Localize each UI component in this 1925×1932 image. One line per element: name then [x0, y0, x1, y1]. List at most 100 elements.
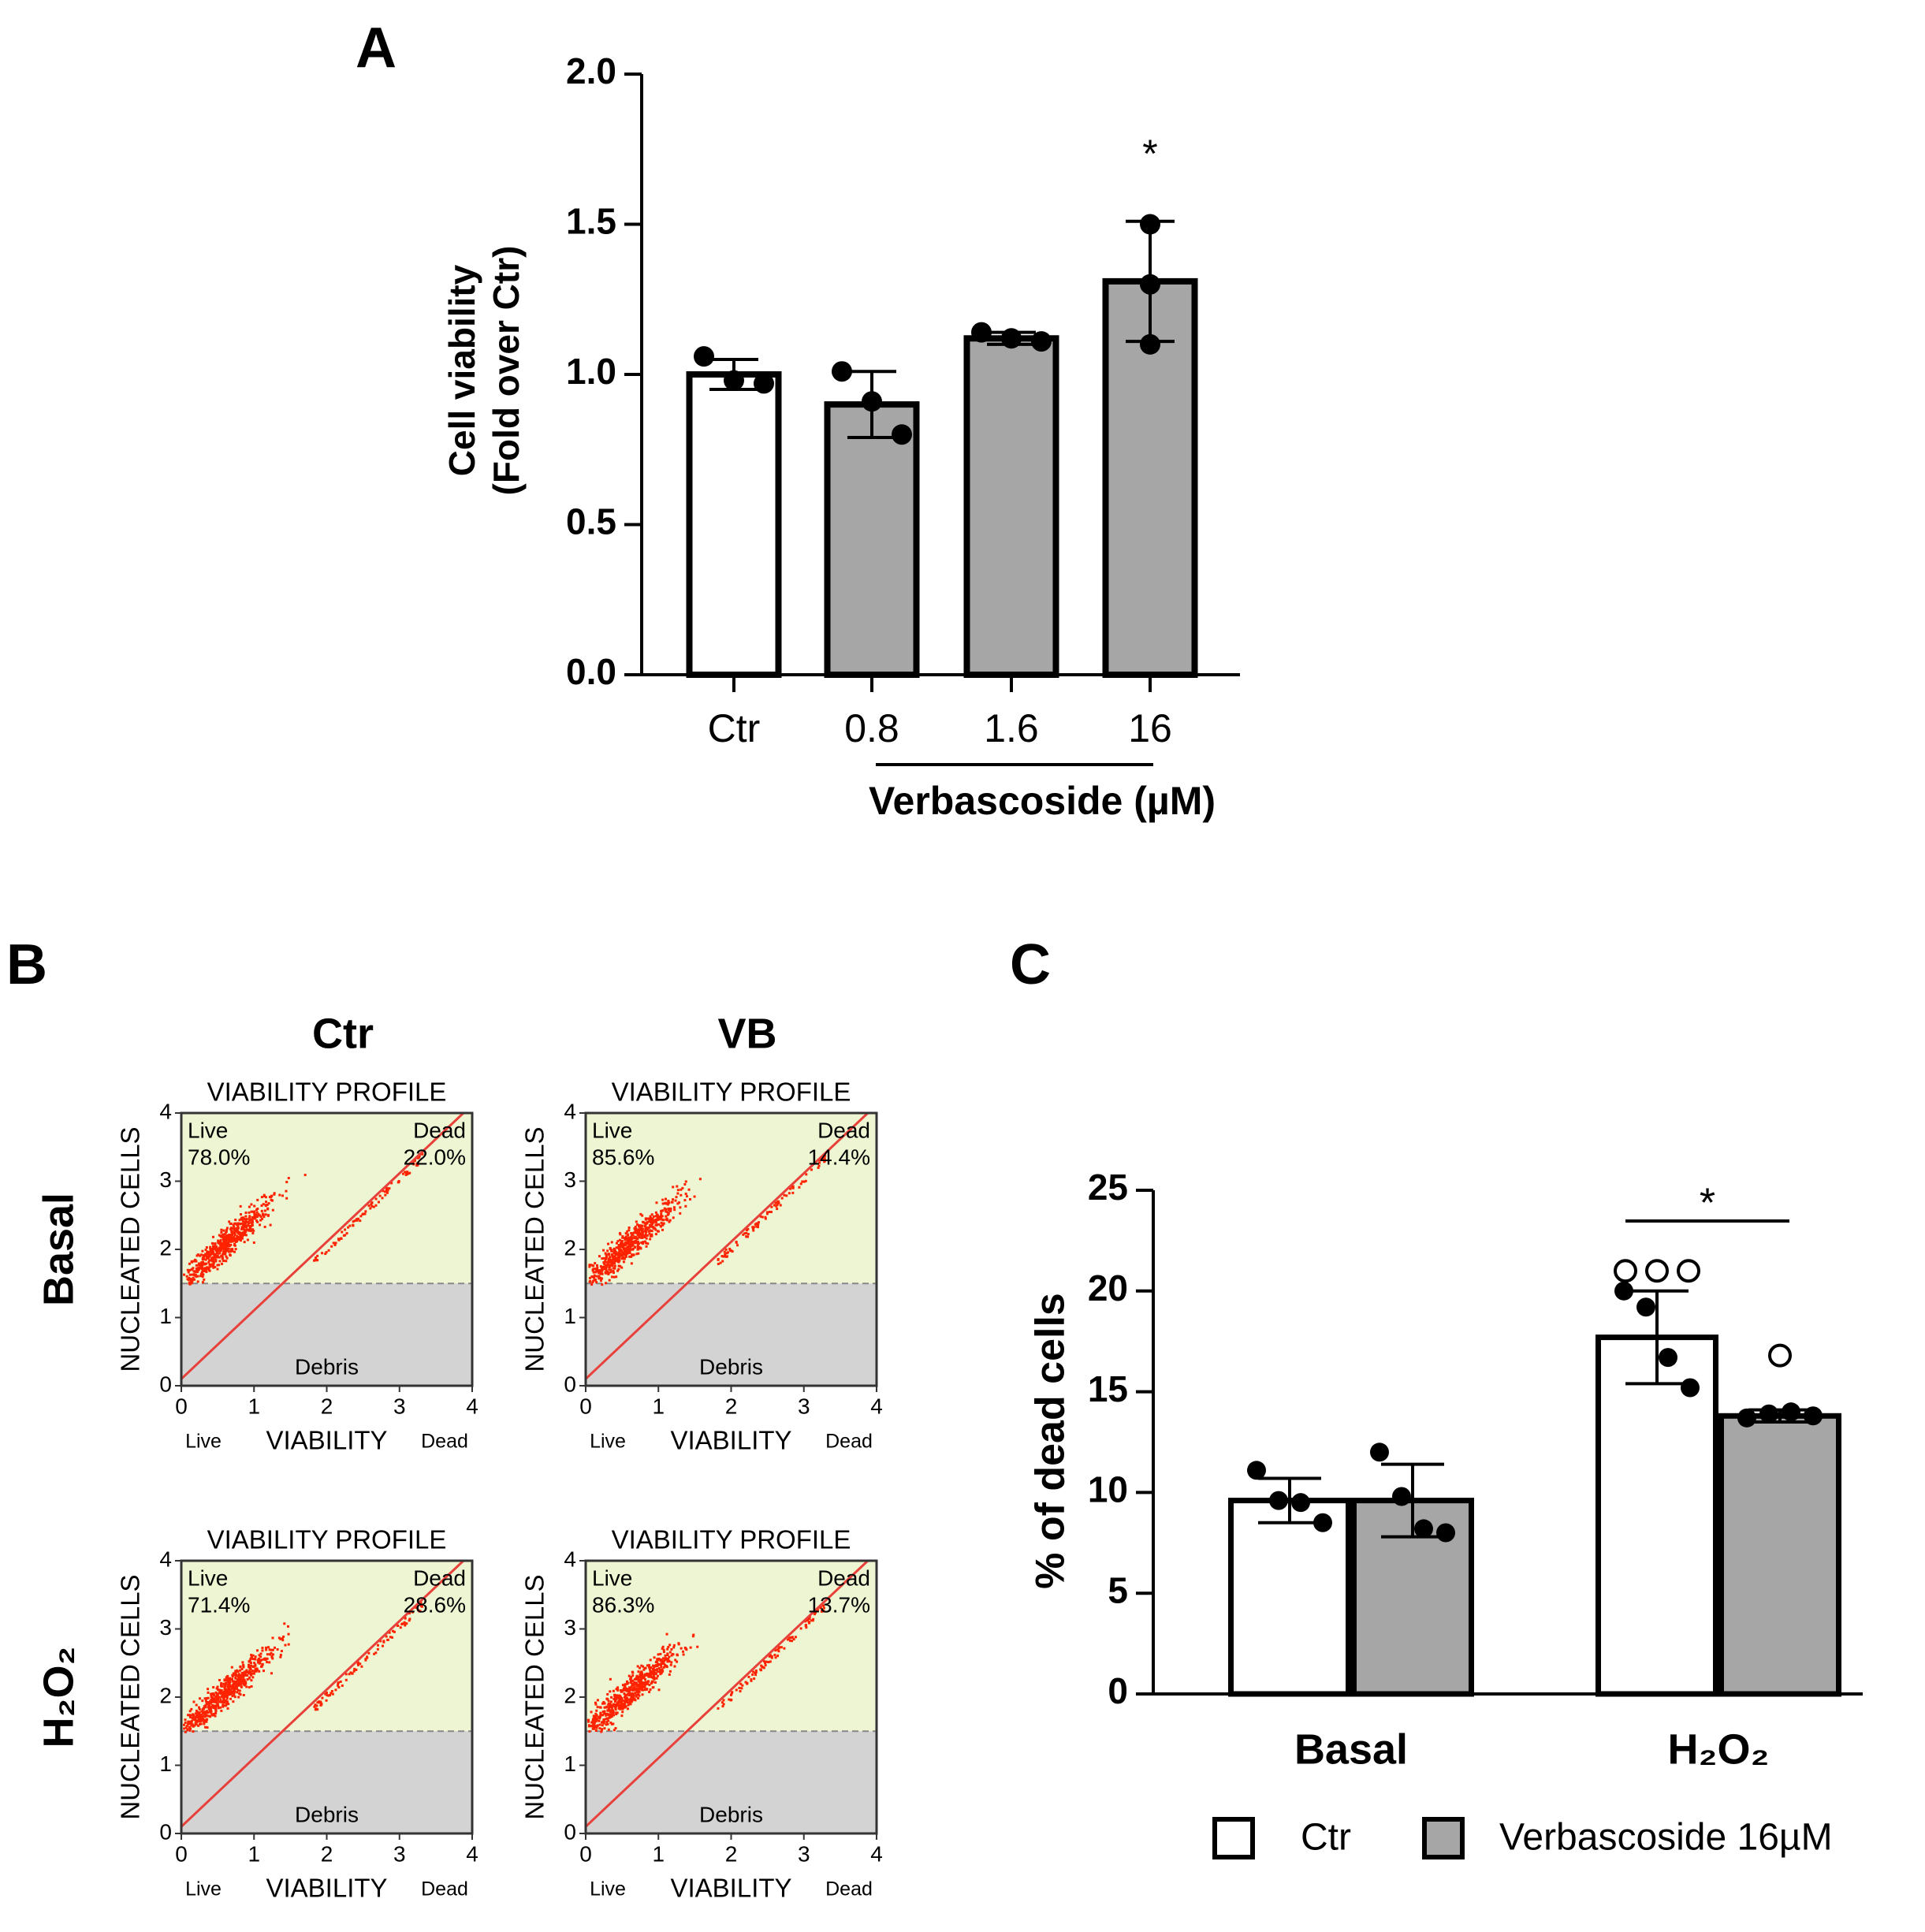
cell-dot — [595, 1714, 598, 1717]
cell-dot — [237, 1673, 240, 1676]
gate-label: Live — [592, 1118, 632, 1142]
cell-dot — [605, 1268, 608, 1271]
cell-dot — [661, 1647, 664, 1650]
cell-dot — [225, 1697, 229, 1700]
cell-dot — [285, 1189, 288, 1193]
cell-dot — [249, 1662, 252, 1665]
cell-dot — [222, 1703, 225, 1707]
cell-dot — [593, 1724, 596, 1727]
cell-dot — [754, 1673, 758, 1677]
cell-dot — [233, 1685, 236, 1688]
cell-dot — [252, 1672, 255, 1675]
x-tick-label: H₂O₂ — [1668, 1725, 1770, 1773]
cell-dot — [203, 1278, 206, 1281]
cell-dot — [213, 1260, 216, 1263]
cell-dot — [319, 1703, 322, 1707]
legend-label: Ctr — [1301, 1817, 1351, 1859]
cell-dot — [657, 1667, 661, 1670]
cell-dot — [341, 1230, 344, 1234]
cell-dot — [666, 1658, 669, 1661]
cell-dot — [607, 1253, 610, 1256]
cell-dot — [649, 1238, 652, 1241]
cell-dot — [652, 1215, 655, 1218]
cell-dot — [209, 1264, 212, 1267]
gate-line — [180, 1559, 464, 1828]
cell-dot — [648, 1232, 651, 1235]
cell-dot — [327, 1249, 330, 1252]
cell-dot — [761, 1215, 764, 1219]
cell-dot — [267, 1202, 270, 1205]
cell-dot — [240, 1216, 244, 1219]
cell-dot — [641, 1214, 644, 1217]
cell-dot — [248, 1686, 251, 1689]
cell-dot — [616, 1253, 619, 1256]
cell-dot — [618, 1247, 621, 1250]
cell-dot — [207, 1711, 210, 1714]
cell-dot — [217, 1704, 220, 1707]
y-tick-label: 5 — [1108, 1569, 1128, 1610]
cell-dot — [244, 1215, 248, 1218]
cell-dot — [378, 1194, 382, 1197]
y-tick-label: 2 — [159, 1683, 172, 1707]
cell-dot — [653, 1656, 656, 1659]
cell-dot — [188, 1262, 191, 1265]
cell-dot — [195, 1714, 198, 1718]
cell-dot — [623, 1692, 626, 1696]
cell-dot — [201, 1699, 204, 1703]
cell-dot — [224, 1250, 227, 1253]
cell-dot — [624, 1238, 627, 1241]
data-point — [1737, 1408, 1756, 1428]
cell-dot — [251, 1672, 254, 1675]
cell-dot — [590, 1711, 593, 1714]
cell-dot — [254, 1658, 257, 1661]
cell-dot — [287, 1632, 290, 1636]
cell-dot — [231, 1249, 234, 1253]
x-axis-label: VIABILITY — [670, 1426, 791, 1455]
cell-dot — [245, 1218, 248, 1221]
cell-dot — [214, 1242, 217, 1245]
y-tick-label: 0 — [159, 1372, 172, 1396]
cell-dot — [788, 1192, 791, 1195]
cell-dot — [633, 1686, 636, 1689]
cell-dot — [192, 1260, 195, 1263]
cell-dot — [634, 1225, 637, 1228]
cell-dot — [246, 1674, 249, 1677]
cell-dot — [626, 1238, 629, 1241]
cell-dot — [662, 1222, 665, 1225]
cell-dot — [643, 1682, 646, 1685]
cell-dot — [262, 1203, 265, 1206]
cell-dot — [226, 1249, 229, 1252]
cell-dot — [599, 1711, 602, 1714]
cell-dot — [665, 1210, 668, 1213]
cell-dot — [232, 1691, 235, 1694]
cell-dot — [606, 1717, 609, 1720]
cell-dot — [223, 1240, 226, 1243]
cell-dot — [240, 1227, 243, 1230]
cell-dot — [637, 1252, 640, 1255]
cell-dot — [750, 1679, 753, 1682]
y-tick-label: 0.5 — [566, 501, 616, 542]
cell-dot — [662, 1666, 665, 1669]
cell-dot — [327, 1694, 330, 1697]
cell-dot — [216, 1268, 219, 1271]
cell-dot — [804, 1179, 807, 1182]
cell-dot — [197, 1266, 200, 1269]
cell-dot — [754, 1671, 758, 1674]
cell-dot — [802, 1180, 806, 1183]
cell-dot — [735, 1241, 738, 1244]
cell-dot — [206, 1726, 209, 1729]
cell-dot — [669, 1207, 672, 1210]
cell-dot — [617, 1707, 620, 1710]
cell-dot — [643, 1230, 646, 1233]
cell-dot — [187, 1720, 190, 1723]
cell-dot — [684, 1180, 687, 1183]
cell-dot — [204, 1706, 207, 1709]
cell-dot — [609, 1715, 612, 1718]
scatter-cloud — [588, 1154, 827, 1286]
column-header: Ctr — [312, 1010, 374, 1057]
cell-dot — [256, 1661, 259, 1664]
cell-dot — [594, 1268, 598, 1271]
cell-dot — [667, 1200, 670, 1203]
cell-dot — [671, 1653, 674, 1656]
cell-dot — [620, 1690, 623, 1693]
